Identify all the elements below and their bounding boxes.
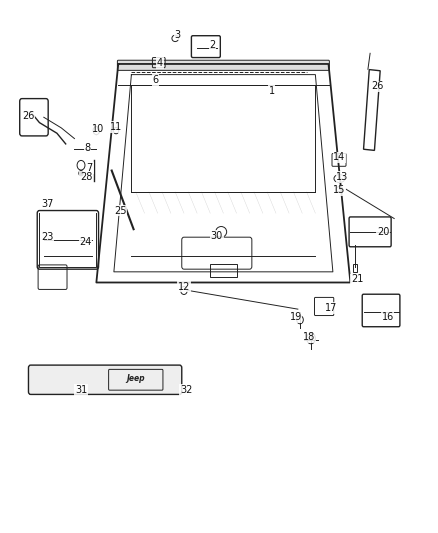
- Ellipse shape: [79, 171, 83, 176]
- FancyBboxPatch shape: [117, 60, 329, 70]
- Text: 17: 17: [325, 303, 337, 313]
- Bar: [210, 264, 237, 277]
- Text: 18: 18: [303, 333, 315, 342]
- Text: 2: 2: [209, 41, 215, 50]
- Text: 25: 25: [114, 206, 127, 215]
- Text: 30: 30: [211, 231, 223, 240]
- Bar: [364, 70, 380, 150]
- Text: 1: 1: [268, 86, 275, 95]
- Text: 8: 8: [85, 143, 91, 153]
- Text: 32: 32: [180, 385, 192, 395]
- Text: 37: 37: [41, 199, 53, 208]
- Text: 4: 4: [157, 58, 163, 68]
- Text: 31: 31: [75, 385, 87, 395]
- Text: 10: 10: [92, 124, 105, 134]
- Text: 26: 26: [22, 111, 35, 121]
- Text: 13: 13: [336, 172, 349, 182]
- Text: 14: 14: [333, 152, 346, 162]
- Text: 12: 12: [178, 282, 190, 292]
- Text: 16: 16: [381, 312, 394, 322]
- Text: 20: 20: [377, 227, 389, 237]
- Text: 7: 7: [87, 163, 93, 173]
- Text: 6: 6: [152, 75, 159, 85]
- Text: 3: 3: [174, 30, 180, 39]
- FancyBboxPatch shape: [28, 365, 182, 394]
- Text: 11: 11: [110, 122, 122, 132]
- Bar: [353, 264, 357, 272]
- Text: 19: 19: [290, 312, 302, 322]
- Text: 24: 24: [79, 237, 92, 247]
- Text: 28: 28: [80, 172, 92, 182]
- Text: 26: 26: [371, 82, 384, 91]
- Text: 23: 23: [41, 232, 53, 242]
- Text: 21: 21: [351, 274, 363, 284]
- Text: Jeep: Jeep: [127, 375, 145, 383]
- Text: 15: 15: [333, 185, 346, 195]
